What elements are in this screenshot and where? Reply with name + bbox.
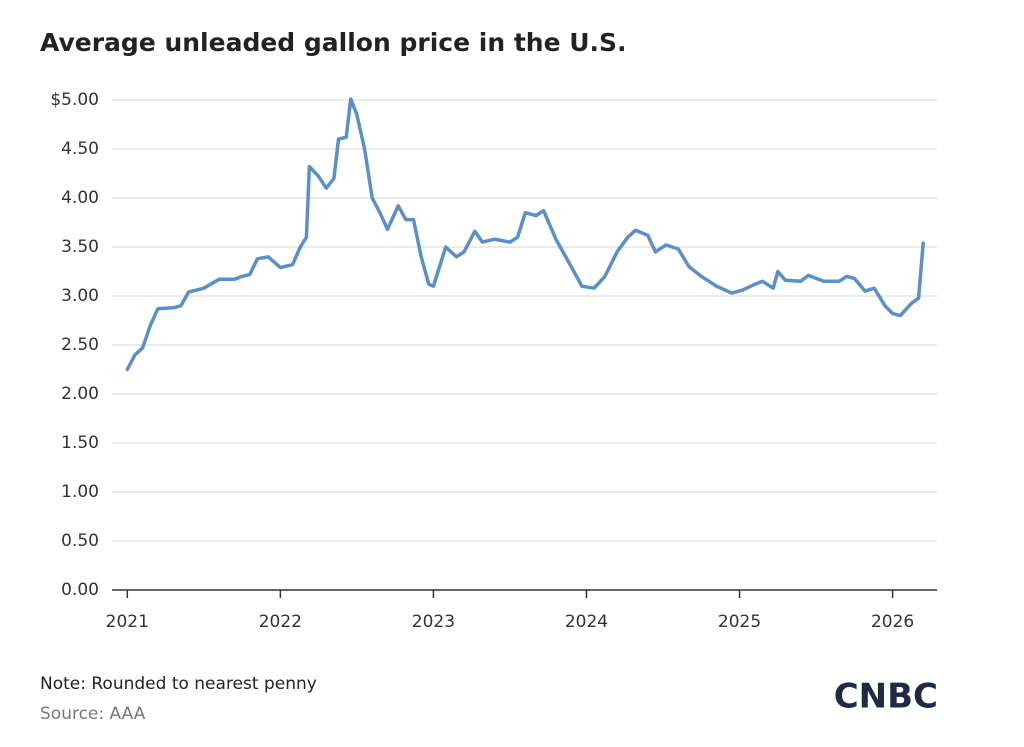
x-tick-label: 2026 xyxy=(871,612,914,632)
x-tick-label: 2022 xyxy=(259,612,302,632)
y-tick-label: 3.00 xyxy=(61,286,99,306)
y-tick-label: 1.50 xyxy=(61,433,99,453)
note: Note: Rounded to nearest penny xyxy=(40,674,317,694)
x-tick-label: 2021 xyxy=(106,612,149,632)
y-tick-label: 1.00 xyxy=(61,482,99,502)
y-tick-label: 0.50 xyxy=(61,531,99,551)
y-tick-label: 4.50 xyxy=(61,139,99,159)
y-tick-label: 0.00 xyxy=(61,580,99,600)
x-tick-label: 2024 xyxy=(565,612,608,632)
y-tick-label: 2.50 xyxy=(61,335,99,355)
price-line xyxy=(125,97,925,372)
y-tick-label: $5.00 xyxy=(50,90,99,110)
chart-title: Average unleaded gallon price in the U.S… xyxy=(40,28,627,57)
x-tick-label: 2023 xyxy=(412,612,455,632)
y-tick-label: 3.50 xyxy=(61,237,99,257)
source: Source: AAA xyxy=(40,704,146,724)
x-tick-label: 2025 xyxy=(718,612,761,632)
y-tick-label: 2.00 xyxy=(61,384,99,404)
brand-logo: CNBC xyxy=(834,677,938,717)
y-tick-label: 4.00 xyxy=(61,188,99,208)
